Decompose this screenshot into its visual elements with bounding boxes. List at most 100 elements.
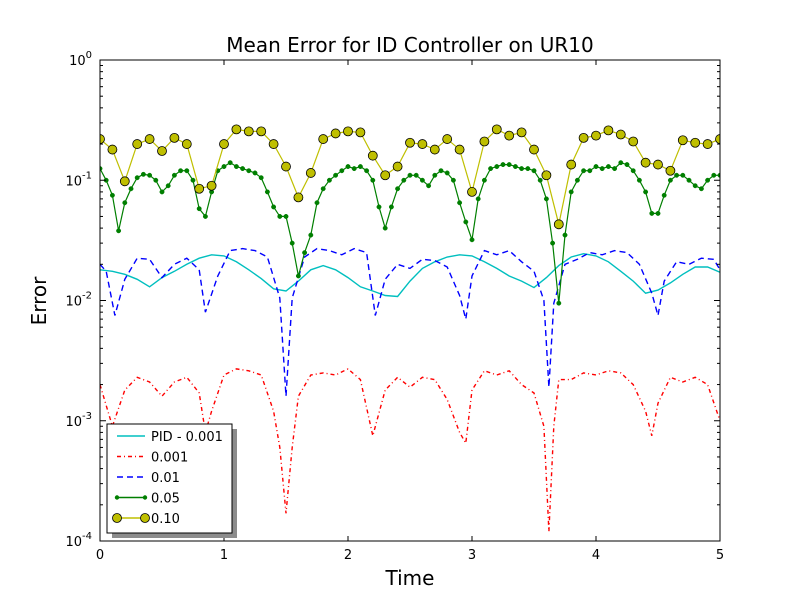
- data-point: [628, 136, 639, 147]
- data-point: [624, 162, 630, 168]
- data-point: [711, 172, 717, 178]
- data-point: [640, 157, 651, 168]
- data-point: [665, 165, 676, 176]
- data-point: [339, 168, 345, 174]
- series-layer: [100, 124, 720, 532]
- data-point: [562, 232, 568, 238]
- data-point: [305, 168, 316, 178]
- data-point: [109, 192, 115, 198]
- data-point: [277, 213, 283, 219]
- data-point: [690, 137, 701, 148]
- data-point: [376, 204, 382, 210]
- data-point: [429, 144, 440, 155]
- data-point: [479, 136, 490, 147]
- data-point: [587, 168, 593, 174]
- data-point: [388, 204, 394, 210]
- data-point: [630, 168, 636, 174]
- data-point: [233, 164, 239, 169]
- data-point: [107, 144, 118, 155]
- data-point: [355, 127, 366, 138]
- data-point: [184, 168, 190, 174]
- data-point: [392, 161, 403, 172]
- data-point: [553, 219, 564, 230]
- data-point: [504, 130, 515, 141]
- y-tick-label: 10-2: [65, 291, 92, 310]
- data-point: [140, 171, 146, 177]
- data-point: [488, 166, 494, 172]
- data-point: [457, 200, 463, 206]
- data-point: [367, 150, 378, 161]
- series-3: [100, 160, 720, 306]
- data-point: [221, 164, 227, 169]
- data-point: [550, 240, 556, 246]
- data-point: [568, 189, 574, 195]
- data-point: [246, 168, 252, 174]
- data-point: [581, 168, 587, 174]
- data-point: [655, 210, 661, 216]
- series-line-2: [100, 247, 720, 397]
- plot-frame: [99, 59, 721, 542]
- data-point: [345, 164, 351, 169]
- data-point: [618, 160, 624, 166]
- x-tick-label: 4: [592, 548, 600, 563]
- data-point: [698, 186, 704, 192]
- data-point: [382, 225, 388, 231]
- data-point: [419, 177, 425, 183]
- legend-label: 0.01: [151, 471, 180, 486]
- legend-entry-0: PID - 0.001: [117, 430, 223, 445]
- data-point: [692, 183, 698, 189]
- data-point: [147, 172, 153, 178]
- data-point: [605, 164, 611, 169]
- data-point: [159, 189, 165, 195]
- data-point: [380, 170, 391, 181]
- data-point: [153, 177, 159, 183]
- data-point: [494, 164, 500, 169]
- data-point: [295, 273, 301, 279]
- data-point: [450, 177, 456, 183]
- data-point: [122, 200, 128, 206]
- x-tick-label: 2: [344, 548, 352, 563]
- legend-box: [106, 423, 233, 534]
- data-point: [320, 186, 326, 192]
- data-point: [343, 126, 353, 137]
- data-point: [351, 166, 357, 172]
- data-point: [469, 237, 475, 243]
- data-point: [599, 166, 605, 172]
- data-point: [529, 144, 539, 155]
- data-point: [519, 166, 525, 172]
- data-point: [219, 139, 229, 149]
- data-point: [178, 168, 184, 174]
- legend-entry-2: 0.01: [117, 471, 180, 486]
- x-tick-label: 0: [96, 548, 104, 563]
- data-point: [506, 162, 512, 168]
- legend-entry-4: 0.10: [112, 512, 180, 527]
- data-point: [413, 172, 419, 178]
- data-point: [680, 172, 686, 178]
- data-point: [181, 139, 192, 149]
- x-tick-label: 3: [468, 548, 476, 563]
- data-point: [481, 177, 487, 183]
- data-point: [556, 300, 562, 306]
- data-point: [467, 187, 477, 197]
- data-point: [686, 177, 692, 183]
- x-axis-label: Time: [385, 566, 435, 590]
- y-axis-label: Error: [27, 276, 51, 326]
- data-point: [240, 166, 246, 172]
- legend-entry-3: 0.05: [114, 492, 180, 507]
- data-point: [426, 183, 432, 189]
- data-point: [326, 177, 332, 183]
- legend-marker: [112, 513, 122, 523]
- data-point: [256, 126, 267, 137]
- data-point: [432, 172, 438, 178]
- data-point: [537, 177, 543, 183]
- y-tick-label: 10-4: [65, 531, 92, 550]
- legend-marker: [140, 513, 150, 523]
- data-point: [516, 127, 527, 138]
- data-point: [653, 159, 663, 170]
- data-point: [463, 219, 469, 225]
- chart-title: Mean Error for ID Controller on UR10: [226, 33, 593, 57]
- data-point: [636, 177, 642, 183]
- data-point: [227, 160, 233, 166]
- data-point: [119, 176, 130, 187]
